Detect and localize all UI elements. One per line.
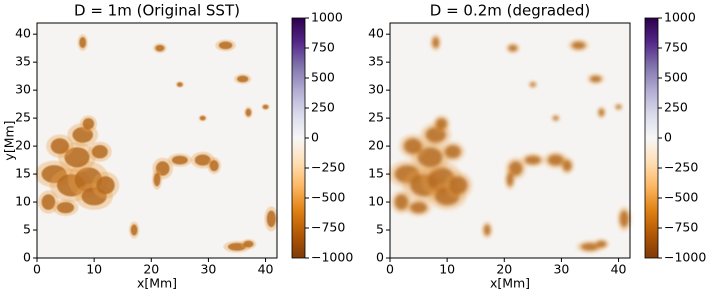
y-tick-label: 20	[368, 138, 384, 153]
field-halo	[440, 141, 465, 162]
colorbar-tick-label: 750	[311, 40, 335, 55]
y-tick-label: 15	[15, 166, 31, 181]
colorbar-tick-label: 1000	[311, 10, 343, 25]
field-halo	[505, 43, 520, 54]
field-halo	[87, 141, 112, 162]
x-tick-label: 30	[553, 262, 569, 277]
y-tick-label: 0	[376, 250, 384, 265]
field-halo	[240, 238, 257, 250]
x-tick-label: 10	[439, 262, 455, 277]
field-halo	[520, 153, 545, 167]
field-halo	[617, 206, 632, 232]
y-tick-label: 10	[368, 194, 384, 209]
field-halo	[79, 115, 97, 133]
plot-frame	[36, 22, 278, 259]
field-halo	[151, 169, 163, 190]
field-halo	[399, 134, 427, 158]
field-halo	[528, 81, 538, 88]
field-halo	[593, 238, 610, 250]
x-tick-label: 30	[200, 262, 216, 277]
field-halo	[432, 115, 450, 133]
y-tick-label: 40	[368, 26, 384, 41]
field-halo	[430, 34, 441, 51]
field-halo	[405, 199, 432, 217]
colorbar-tick-label: −1000	[311, 250, 353, 265]
x-axis-label: x[Mm]	[137, 276, 177, 291]
y-tick-label: 5	[23, 222, 31, 237]
colorbar	[291, 17, 306, 259]
y-tick-label: 5	[376, 222, 384, 237]
field-halo	[52, 199, 79, 217]
x-tick-label: 40	[611, 262, 627, 277]
y-tick-label: 30	[368, 82, 384, 97]
field-halo	[482, 221, 493, 239]
x-tick-label: 0	[386, 262, 394, 277]
field-halo	[129, 221, 140, 239]
chart-title: D = 1m (Original SST)	[74, 2, 240, 20]
field-halo	[504, 169, 516, 190]
field-halo	[614, 103, 623, 111]
y-tick-label: 20	[15, 138, 31, 153]
x-tick-label: 40	[258, 262, 274, 277]
colorbar-tick-label: −750	[311, 220, 345, 235]
chart-title: D = 0.2m (degraded)	[430, 2, 591, 20]
colorbar-tick-label: 250	[311, 100, 335, 115]
field-halo	[560, 157, 575, 175]
field-halo	[153, 43, 167, 54]
field-halo	[198, 114, 207, 122]
field-halo	[175, 81, 185, 88]
y-tick-label: 30	[15, 82, 31, 97]
colorbar-tick-label: −250	[311, 160, 345, 175]
colorbar-tick-label: 500	[664, 70, 688, 85]
field-halo	[207, 157, 221, 175]
field-halo	[234, 73, 252, 84]
y-tick-label: 15	[368, 166, 384, 181]
field-halo	[167, 153, 192, 167]
x-axis-label: x[Mm]	[490, 276, 530, 291]
field-halo	[597, 106, 606, 119]
colorbar-tick-label: 0	[311, 130, 319, 145]
colorbar-tick-label: −500	[311, 190, 345, 205]
field-halo	[261, 103, 270, 111]
texture	[388, 34, 632, 253]
field-halo	[568, 39, 589, 52]
field-halo	[46, 134, 74, 158]
texture	[35, 34, 279, 253]
colorbar-tick-label: 250	[664, 100, 688, 115]
colorbar-tick-label: 750	[664, 40, 688, 55]
y-tick-label: 0	[23, 250, 31, 265]
colorbar-tick-label: −500	[664, 190, 698, 205]
x-tick-label: 20	[496, 262, 512, 277]
y-tick-label: 35	[368, 54, 384, 69]
plot-frame	[389, 22, 631, 259]
field-halo	[444, 171, 473, 199]
y-tick-label: 25	[368, 110, 384, 125]
field-halo	[215, 39, 236, 52]
colorbar-tick-label: −250	[664, 160, 698, 175]
y-tick-label: 40	[15, 26, 31, 41]
x-tick-label: 20	[143, 262, 159, 277]
field-halo	[77, 34, 88, 51]
colorbar-tick-label: 1000	[664, 10, 696, 25]
field-halo	[264, 206, 279, 232]
field-halo	[244, 106, 253, 119]
y-tick-label: 35	[15, 54, 31, 69]
field-halo	[587, 73, 605, 84]
colorbar-tick-label: 500	[311, 70, 335, 85]
x-tick-label: 0	[33, 262, 41, 277]
x-tick-label: 10	[86, 262, 102, 277]
y-tick-label: 25	[15, 110, 31, 125]
field-halo	[551, 114, 560, 122]
colorbar	[644, 17, 659, 259]
colorbar-tick-label: 0	[664, 130, 672, 145]
y-axis-label: y[Mm]	[2, 120, 17, 160]
y-tick-label: 10	[15, 194, 31, 209]
colorbar-tick-label: −1000	[664, 250, 706, 265]
colorbar-tick-label: −750	[664, 220, 698, 235]
field-halo	[91, 171, 120, 199]
